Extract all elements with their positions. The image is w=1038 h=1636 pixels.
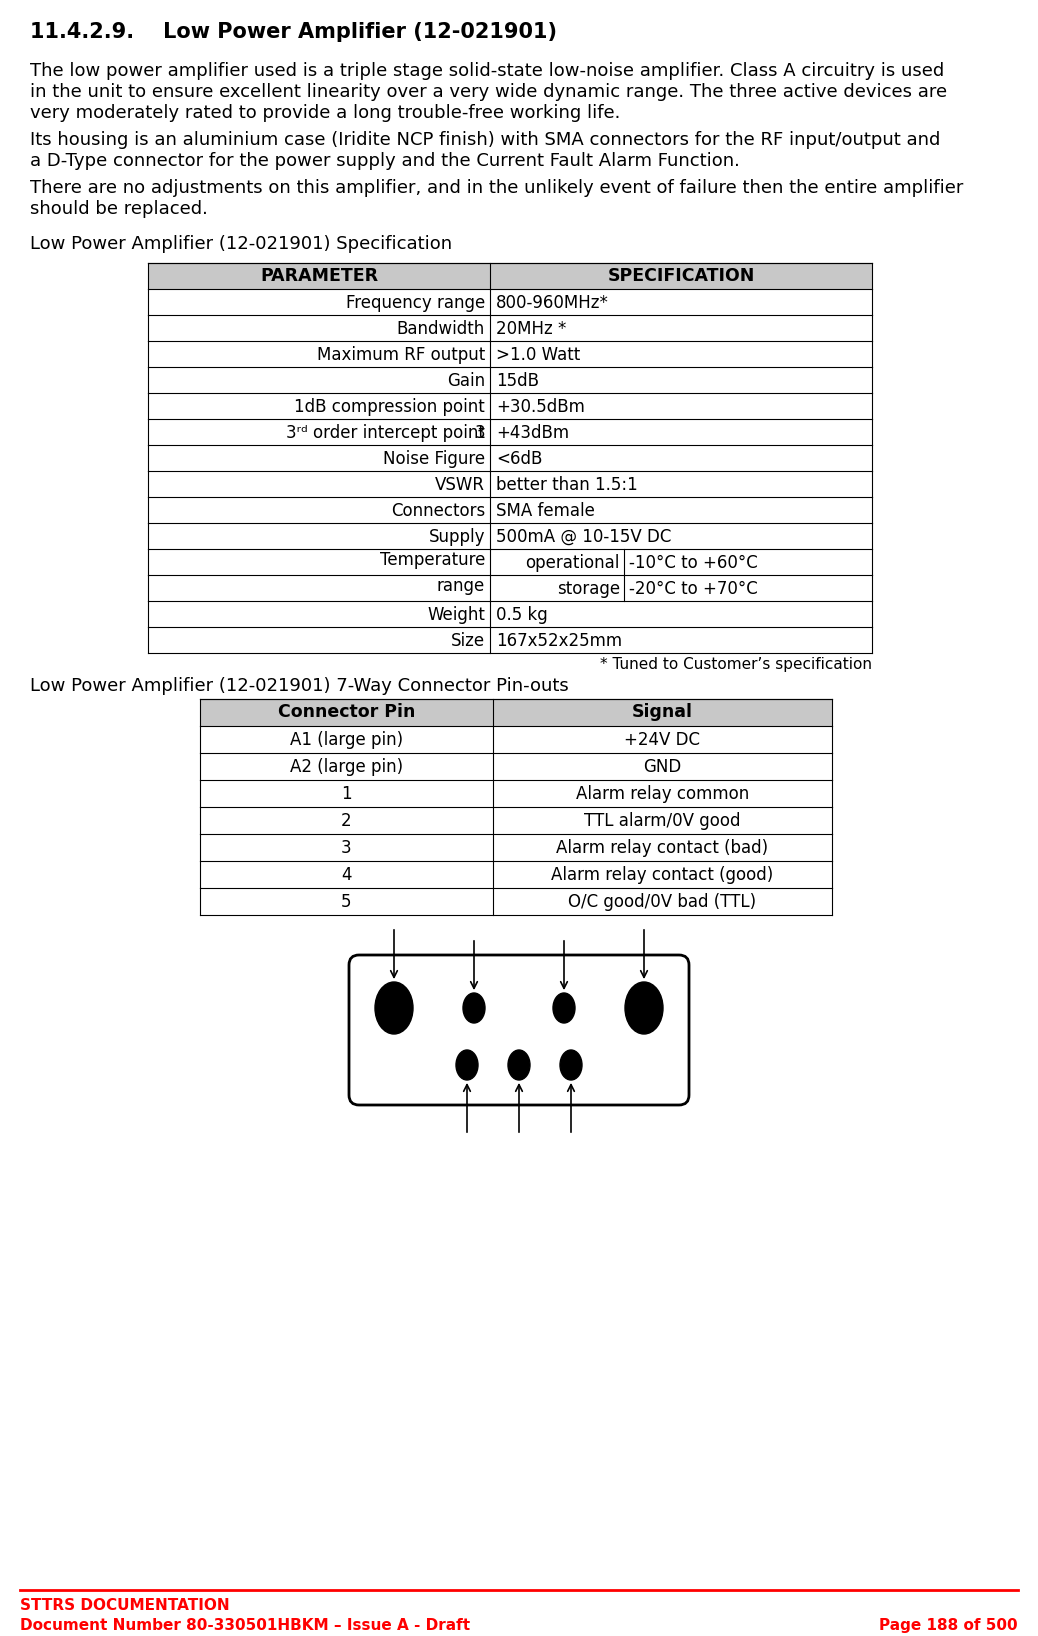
Text: There are no adjustments on this amplifier, and in the unlikely event of failure: There are no adjustments on this amplifi… (30, 178, 963, 196)
Bar (200, 834, 832, 861)
Ellipse shape (463, 993, 485, 1022)
Text: -20°C to +70°C: -20°C to +70°C (629, 581, 758, 599)
Bar (148, 574, 872, 600)
Text: SPECIFICATION: SPECIFICATION (608, 267, 756, 285)
Text: Signal: Signal (632, 703, 693, 721)
Text: operational: operational (525, 555, 620, 573)
Text: range: range (437, 578, 485, 596)
Text: 4: 4 (342, 865, 352, 883)
Bar (148, 524, 872, 550)
Bar (148, 263, 872, 290)
Text: 800-960MHz*: 800-960MHz* (496, 294, 609, 312)
Text: 2: 2 (342, 811, 352, 829)
Bar (148, 497, 872, 524)
Bar (200, 699, 832, 726)
Text: 3ʳᵈ order intercept point: 3ʳᵈ order intercept point (286, 424, 485, 442)
Bar (200, 780, 832, 807)
Ellipse shape (553, 993, 575, 1022)
Bar (148, 600, 872, 627)
Text: >1.0 Watt: >1.0 Watt (496, 345, 580, 363)
Text: +24V DC: +24V DC (625, 731, 701, 749)
Text: 5: 5 (342, 893, 352, 911)
Text: Page 188 of 500: Page 188 of 500 (879, 1618, 1018, 1633)
Text: very moderately rated to provide a long trouble-free working life.: very moderately rated to provide a long … (30, 105, 621, 123)
Text: Connectors: Connectors (390, 502, 485, 520)
Text: Bandwidth: Bandwidth (397, 321, 485, 339)
FancyBboxPatch shape (349, 955, 689, 1104)
Text: +43dBm: +43dBm (496, 424, 569, 442)
Text: Weight: Weight (427, 605, 485, 623)
Bar (148, 393, 872, 419)
Ellipse shape (508, 1050, 530, 1080)
Text: 11.4.2.9.    Low Power Amplifier (12-021901): 11.4.2.9. Low Power Amplifier (12-021901… (30, 21, 557, 43)
Text: 0.5 kg: 0.5 kg (496, 605, 548, 623)
Text: O/C good/0V bad (TTL): O/C good/0V bad (TTL) (569, 893, 757, 911)
Text: Temperature: Temperature (380, 551, 485, 569)
Bar (200, 726, 832, 753)
Text: <6dB: <6dB (496, 450, 543, 468)
Text: Document Number 80-330501HBKM – Issue A - Draft: Document Number 80-330501HBKM – Issue A … (20, 1618, 470, 1633)
Text: VSWR: VSWR (435, 476, 485, 494)
Text: Maximum RF output: Maximum RF output (317, 345, 485, 363)
Ellipse shape (559, 1050, 582, 1080)
Bar (148, 445, 872, 471)
Text: should be replaced.: should be replaced. (30, 200, 208, 218)
Text: 20MHz *: 20MHz * (496, 321, 567, 339)
Text: TTL alarm/0V good: TTL alarm/0V good (584, 811, 741, 829)
Bar (148, 340, 872, 366)
Bar (200, 861, 832, 888)
Text: 15dB: 15dB (496, 371, 539, 389)
Text: A2 (large pin): A2 (large pin) (290, 757, 403, 775)
Text: SMA female: SMA female (496, 502, 595, 520)
Text: * Tuned to Customer’s specification: * Tuned to Customer’s specification (600, 658, 872, 672)
Text: +30.5dBm: +30.5dBm (496, 398, 584, 416)
Text: Size: Size (450, 631, 485, 649)
Text: Frequency range: Frequency range (346, 294, 485, 312)
Text: Its housing is an aluminium case (Iridite NCP finish) with SMA connectors for th: Its housing is an aluminium case (Iridit… (30, 131, 940, 149)
Text: Low Power Amplifier (12-021901) 7-Way Connector Pin-outs: Low Power Amplifier (12-021901) 7-Way Co… (30, 677, 569, 695)
Text: Alarm relay contact (bad): Alarm relay contact (bad) (556, 839, 768, 857)
Text: The low power amplifier used is a triple stage solid-state low-noise amplifier. : The low power amplifier used is a triple… (30, 62, 945, 80)
Text: -10°C to +60°C: -10°C to +60°C (629, 555, 758, 573)
Text: Alarm relay contact (good): Alarm relay contact (good) (551, 865, 773, 883)
Text: 3: 3 (342, 839, 352, 857)
Bar (200, 807, 832, 834)
Text: 3ʳᵈ order intercept point: 3ʳᵈ order intercept point (286, 424, 485, 442)
Text: Low Power Amplifier (12-021901) Specification: Low Power Amplifier (12-021901) Specific… (30, 236, 453, 254)
Text: Gain: Gain (447, 371, 485, 389)
Text: 1: 1 (342, 785, 352, 803)
Bar (200, 753, 832, 780)
Text: GND: GND (644, 757, 682, 775)
Bar (148, 550, 872, 574)
Text: 3: 3 (474, 424, 485, 442)
Text: 1dB compression point: 1dB compression point (294, 398, 485, 416)
Text: in the unit to ensure excellent linearity over a very wide dynamic range. The th: in the unit to ensure excellent linearit… (30, 83, 947, 101)
Ellipse shape (625, 982, 663, 1034)
Bar (148, 316, 872, 340)
Text: storage: storage (556, 581, 620, 599)
Bar (148, 419, 872, 445)
Text: Connector Pin: Connector Pin (278, 703, 415, 721)
Bar (148, 471, 872, 497)
Bar (200, 888, 832, 915)
Text: Alarm relay common: Alarm relay common (576, 785, 749, 803)
Ellipse shape (456, 1050, 479, 1080)
Text: better than 1.5:1: better than 1.5:1 (496, 476, 637, 494)
Text: 500mA @ 10-15V DC: 500mA @ 10-15V DC (496, 528, 672, 546)
Text: a D-Type connector for the power supply and the Current Fault Alarm Function.: a D-Type connector for the power supply … (30, 152, 740, 170)
Text: Noise Figure: Noise Figure (383, 450, 485, 468)
Text: PARAMETER: PARAMETER (260, 267, 378, 285)
Text: 167x52x25mm: 167x52x25mm (496, 631, 622, 649)
Bar (148, 627, 872, 653)
Text: STTRS DOCUMENTATION: STTRS DOCUMENTATION (20, 1598, 229, 1613)
Text: Supply: Supply (429, 528, 485, 546)
Text: A1 (large pin): A1 (large pin) (290, 731, 403, 749)
Ellipse shape (375, 982, 413, 1034)
Bar (148, 290, 872, 316)
Bar (148, 366, 872, 393)
